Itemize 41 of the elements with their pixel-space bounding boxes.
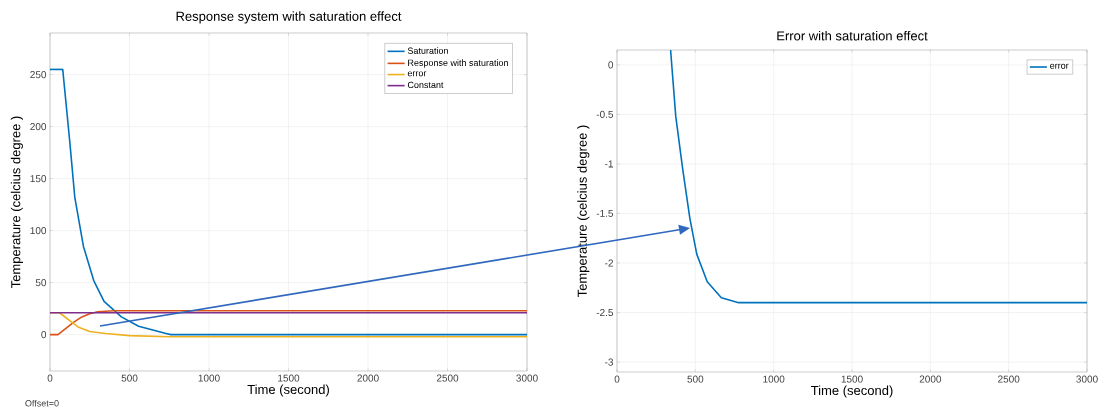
x-axis-title: Time (second) [811,385,893,398]
x-tick-label: 500 [121,374,138,382]
legend-label: error [1050,63,1069,69]
y-tick-label: 100 [30,227,47,235]
y-tick-label: -0.5 [596,110,614,118]
line-series [669,50,1088,304]
x-axis-title: Time (second) [247,384,329,397]
chart-title: Response system with saturation effect [176,11,402,24]
x-tick-label: 3000 [516,374,538,382]
x-tick-label: 2000 [919,375,942,383]
y-tick-label: -3 [605,358,614,366]
y-tick-label: -1.5 [596,209,614,217]
x-tick-label: 1500 [841,375,863,383]
x-tick-label: 2500 [436,374,459,382]
y-axis-title: Temperature (celcius degree ) [10,116,23,289]
chart-title: Error with saturation effect [777,30,928,41]
x-tick-label: 0 [614,375,620,383]
x-tick-label: 1000 [763,375,785,383]
x-tick-label: 1000 [198,374,220,382]
x-tick-label: 1500 [278,374,300,382]
y-axis-title: Temperature (celcius degree ) [577,125,590,298]
y-tick-label: -2 [605,259,613,267]
y-tick-label: -1 [605,160,613,168]
text: Offset=0 [25,399,59,407]
y-tick-label: 0 [41,331,47,339]
line-series [50,68,527,336]
y-tick-label: -2.5 [596,309,614,317]
x-tick-label: 2000 [357,374,379,382]
y-tick-label: 200 [30,123,47,131]
x-tick-label: 500 [687,375,704,383]
y-tick-label: 50 [35,279,47,287]
legend-label: Response with saturation [408,59,508,68]
x-tick-label: 3000 [1076,375,1098,383]
legend-label: error [407,71,427,77]
legend-label: Constant [407,81,444,89]
y-tick-label: 150 [30,175,47,183]
y-tick-label: 250 [30,71,47,79]
y-tick-label: 0 [608,61,614,69]
legend-label: Saturation [407,47,448,54]
x-tick-label: 2500 [998,375,1020,383]
x-tick-label: 0 [47,374,53,382]
